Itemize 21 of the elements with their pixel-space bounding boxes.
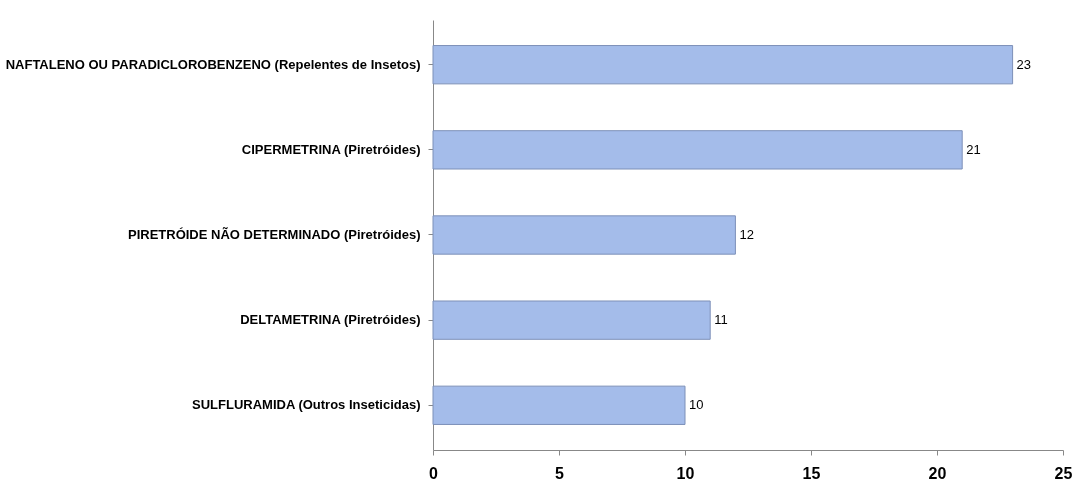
bar [432,300,711,340]
bar [432,45,1014,85]
data-label: 10 [689,397,704,413]
y-tick-label: SULFLURAMIDA (Outros Inseticidas) [192,397,421,413]
data-label: 21 [966,141,981,157]
x-tick-label: 20 [928,464,947,482]
bar [432,215,736,255]
bar [432,385,686,425]
y-tick-label: DELTAMETRINA (Piretróides) [240,312,421,328]
data-label: 11 [714,312,728,328]
x-tick-label: 25 [1054,464,1073,482]
y-tick-label: CIPERMETRINA (Piretróides) [241,141,421,157]
bar [432,130,963,170]
x-tick-label: 10 [676,464,695,482]
x-tick-label: 0 [429,464,439,482]
data-label: 12 [739,227,754,242]
y-tick-label: PIRETRÓIDE NÃO DETERMINADO (Piretróides) [127,227,421,242]
x-tick-label: 15 [802,464,821,482]
x-tick-label: 5 [555,464,565,482]
data-label: 23 [1016,56,1032,72]
y-tick-label: NAFTALENO OU PARADICLOROBENZENO (Repelentes de Insetos) [5,56,421,72]
